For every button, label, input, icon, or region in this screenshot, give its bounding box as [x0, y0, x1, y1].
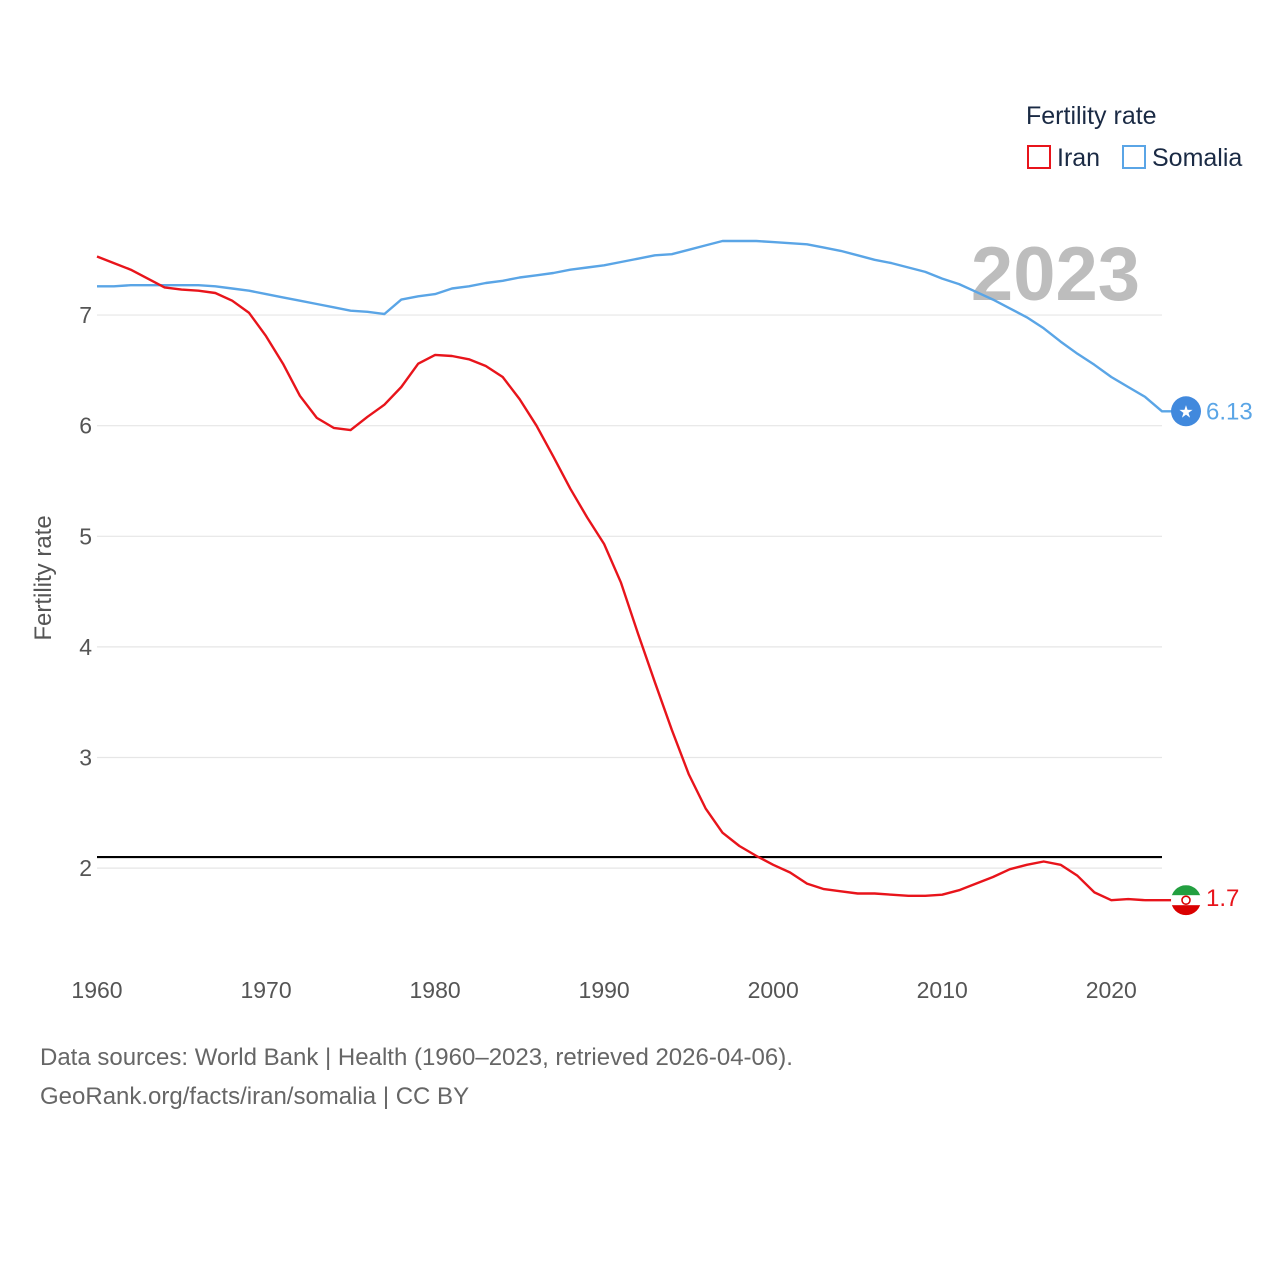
x-tick-label-2000: 2000: [748, 977, 799, 1003]
somalia-end-value: 6.13: [1206, 398, 1253, 425]
x-tick-label-2010: 2010: [917, 977, 968, 1003]
series-line-somalia: [97, 239, 1172, 413]
legend: Fertility rate Iran Somalia: [1026, 102, 1242, 172]
gridlines: [97, 314, 1162, 869]
y-tick-label-2: 2: [79, 855, 92, 881]
x-tick-label-2020: 2020: [1086, 977, 1137, 1003]
y-axis-title: Fertility rate: [30, 515, 57, 640]
somalia-flag-icon: ★: [1171, 396, 1201, 427]
x-tick-label-1990: 1990: [579, 977, 630, 1003]
y-tick-label-4: 4: [79, 634, 92, 660]
x-axis-ticks: 1960 1970 1980 1990 2000 2010 2020: [71, 977, 1136, 1003]
svg-text:★: ★: [1178, 402, 1193, 422]
y-tick-label-3: 3: [79, 745, 92, 771]
y-tick-label-5: 5: [79, 523, 92, 549]
legend-item-iran[interactable]: Iran: [1057, 144, 1100, 172]
series-line-iran: [96, 255, 1172, 902]
x-tick-label-1960: 1960: [71, 977, 122, 1003]
series-lines: [96, 239, 1172, 902]
y-axis-ticks: 2 3 4 5 6 7: [79, 302, 92, 881]
y-tick-label-6: 6: [79, 413, 92, 439]
x-tick-label-1980: 1980: [410, 977, 461, 1003]
footer-sources: Data sources: World Bank | Health (1960–…: [40, 1044, 793, 1071]
legend-item-somalia[interactable]: Somalia: [1152, 144, 1242, 172]
iran-end-value: 1.7: [1206, 885, 1239, 912]
x-tick-label-1970: 1970: [240, 977, 291, 1003]
footer-attribution[interactable]: GeoRank.org/facts/iran/somalia | CC BY: [40, 1083, 470, 1110]
legend-title: Fertility rate: [1026, 102, 1157, 130]
legend-swatch-iran: [1027, 145, 1051, 169]
y-tick-label-7: 7: [79, 302, 92, 328]
year-label: 2023: [971, 232, 1140, 317]
iran-flag-icon: [1171, 885, 1201, 916]
legend-swatch-somalia: [1122, 145, 1146, 169]
